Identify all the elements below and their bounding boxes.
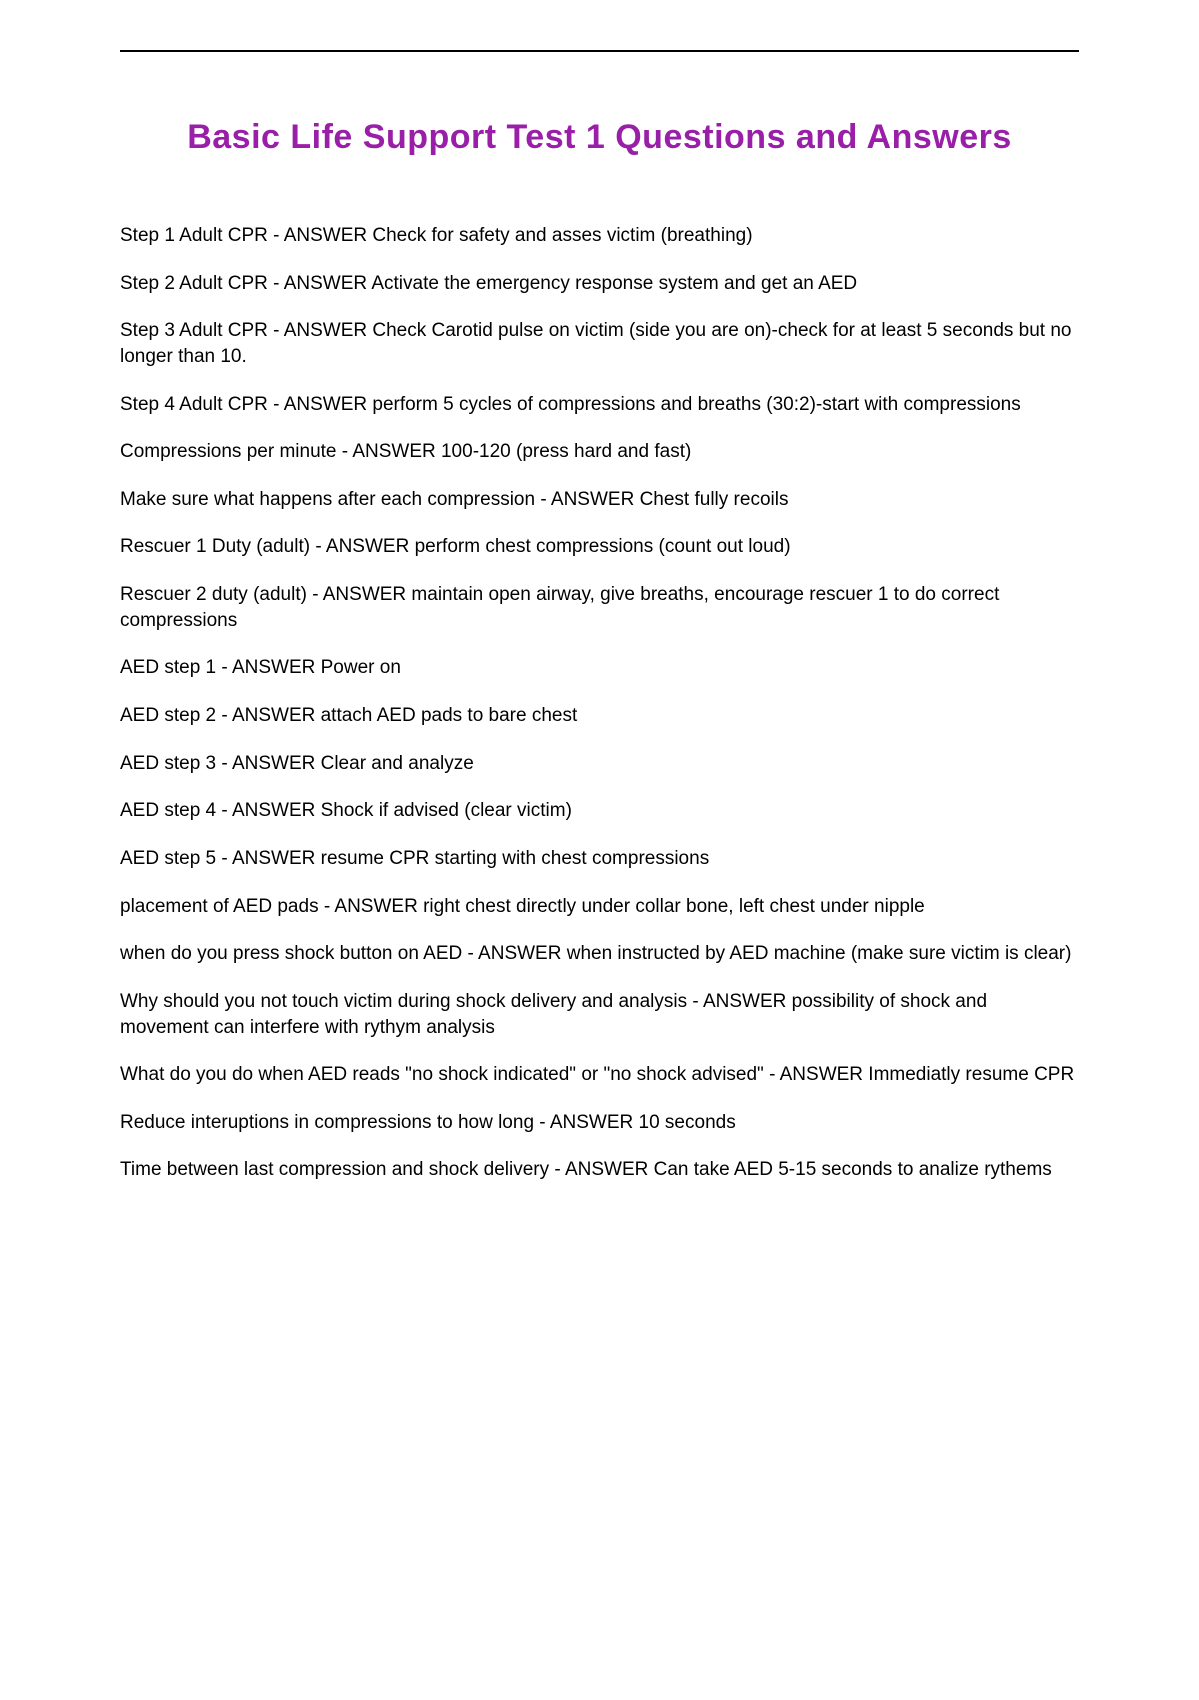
qa-item: Step 3 Adult CPR - ANSWER Check Carotid … — [120, 318, 1079, 369]
qa-item: AED step 2 - ANSWER attach AED pads to b… — [120, 703, 1079, 729]
top-rule — [120, 50, 1079, 52]
qa-item: Why should you not touch victim during s… — [120, 989, 1079, 1040]
qa-item: Step 4 Adult CPR - ANSWER perform 5 cycl… — [120, 392, 1079, 418]
qa-item: Rescuer 1 Duty (adult) - ANSWER perform … — [120, 534, 1079, 560]
qa-item: Step 2 Adult CPR - ANSWER Activate the e… — [120, 271, 1079, 297]
qa-item: AED step 1 - ANSWER Power on — [120, 655, 1079, 681]
qa-item: Time between last compression and shock … — [120, 1157, 1079, 1183]
qa-item: when do you press shock button on AED - … — [120, 941, 1079, 967]
document-title: Basic Life Support Test 1 Questions and … — [120, 112, 1079, 163]
document-page: Basic Life Support Test 1 Questions and … — [0, 0, 1199, 1700]
qa-item: What do you do when AED reads "no shock … — [120, 1062, 1079, 1088]
qa-item: AED step 4 - ANSWER Shock if advised (cl… — [120, 798, 1079, 824]
qa-item: Compressions per minute - ANSWER 100-120… — [120, 439, 1079, 465]
qa-item: Step 1 Adult CPR - ANSWER Check for safe… — [120, 223, 1079, 249]
qa-item: Make sure what happens after each compre… — [120, 487, 1079, 513]
qa-item: placement of AED pads - ANSWER right che… — [120, 894, 1079, 920]
qa-item: AED step 5 - ANSWER resume CPR starting … — [120, 846, 1079, 872]
qa-item: Reduce interuptions in compressions to h… — [120, 1110, 1079, 1136]
qa-item: AED step 3 - ANSWER Clear and analyze — [120, 751, 1079, 777]
qa-item: Rescuer 2 duty (adult) - ANSWER maintain… — [120, 582, 1079, 633]
